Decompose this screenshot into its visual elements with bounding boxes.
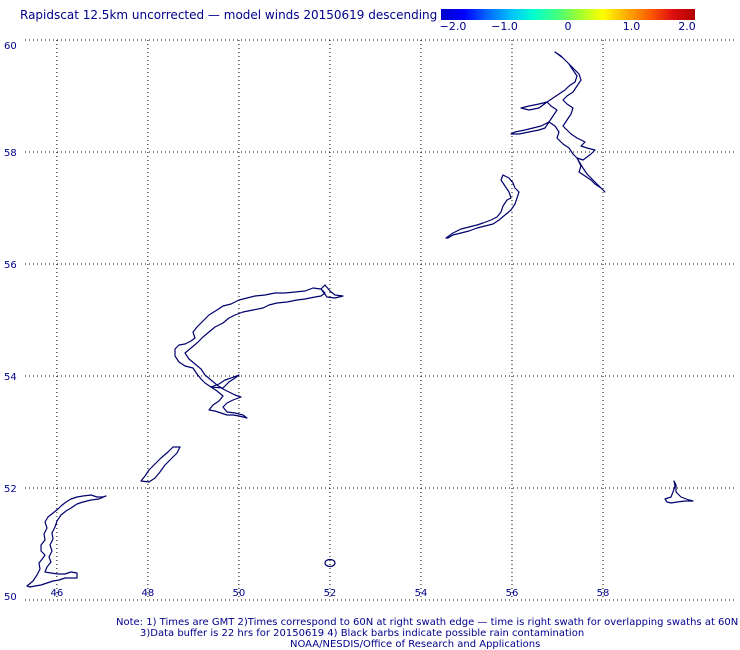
note-line-2: 3)Data buffer is 22 hrs for 20150619 4) … bbox=[140, 628, 585, 639]
map-plot: 46 48 50 52 54 56 58 50 52 54 56 58 60 bbox=[4, 39, 735, 603]
note-line-1: Note: 1) Times are GMT 2)Times correspon… bbox=[116, 617, 739, 628]
colorbar-tick-label: −2.0 bbox=[439, 20, 467, 33]
colorbar-tick-label: −1.0 bbox=[491, 20, 518, 33]
coastline-kama-tributary-east bbox=[576, 157, 606, 193]
lon-tick-label: 54 bbox=[415, 588, 428, 599]
colorbar-tick-label: 0 bbox=[564, 20, 572, 33]
coastline-small-lake bbox=[324, 558, 336, 568]
lon-tick-label: 50 bbox=[233, 588, 246, 599]
coastline-kama-tributary-west bbox=[510, 121, 550, 135]
lon-tick-label: 56 bbox=[506, 588, 519, 599]
lat-tick-label: 52 bbox=[4, 484, 17, 495]
coastline-kama-tributary-mid bbox=[520, 101, 548, 111]
coastline-far-east-river bbox=[664, 480, 694, 504]
coastline-volga-delta-south bbox=[26, 494, 107, 588]
coastline-kama-reservoir bbox=[445, 174, 520, 239]
colorbar bbox=[441, 9, 695, 20]
lon-tick-label: 52 bbox=[324, 588, 337, 599]
note-line-3: NOAA/NESDIS/Office of Research and Appli… bbox=[290, 639, 541, 650]
lon-tick-label: 48 bbox=[142, 588, 155, 599]
lon-tick-label: 58 bbox=[597, 588, 610, 599]
coastline-ural-river bbox=[140, 446, 181, 483]
coastline-middle-volga bbox=[174, 287, 326, 419]
lat-tick-label: 54 bbox=[4, 372, 17, 383]
grid-lines bbox=[25, 39, 735, 601]
coastline-northern-kama bbox=[546, 51, 596, 161]
lat-tick-label: 58 bbox=[4, 148, 17, 159]
colorbar-gradient bbox=[441, 9, 695, 20]
tick-labels: 46 48 50 52 54 56 58 50 52 54 56 58 60 bbox=[4, 41, 609, 603]
lat-tick-label: 56 bbox=[4, 260, 17, 271]
coastlines bbox=[26, 51, 694, 588]
colorbar-tick-label: 2.0 bbox=[678, 20, 696, 33]
coastline-kama-branch bbox=[320, 284, 344, 299]
lat-tick-label: 60 bbox=[4, 41, 17, 52]
lon-tick-label: 46 bbox=[50, 588, 63, 599]
map-title: Rapidscat 12.5km uncorrected — model win… bbox=[20, 8, 438, 22]
coastline-samara-bend bbox=[210, 374, 240, 389]
lat-tick-label: 50 bbox=[4, 592, 17, 603]
colorbar-tick-label: 1.0 bbox=[622, 20, 641, 33]
